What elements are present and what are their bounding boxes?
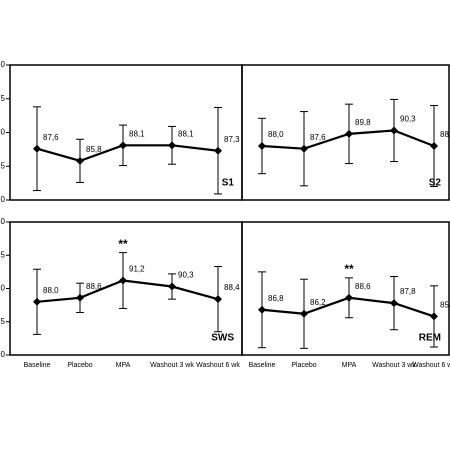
- y-tick-label: 0: [1, 60, 6, 69]
- significance-mark: **: [344, 262, 354, 276]
- value-label: 85,8: [86, 145, 102, 154]
- y-tick-label: 0: [1, 350, 6, 359]
- marker: [119, 141, 127, 150]
- x-tick-label: MPA: [341, 362, 357, 369]
- marker: [430, 142, 438, 150]
- x-tick-label: Baseline: [23, 362, 51, 369]
- marker: [258, 142, 266, 150]
- panel-label: S1: [222, 178, 235, 189]
- value-label: 88,6: [86, 282, 102, 291]
- value-label: 88,1: [178, 129, 194, 138]
- x-tick-label: Baseline: [248, 362, 276, 369]
- x-tick-label: Placebo: [67, 362, 93, 369]
- value-label: 90,3: [178, 271, 194, 280]
- value-label: 87,6: [310, 133, 326, 142]
- marker: [390, 126, 398, 135]
- x-tick-label: Washout 3 wk: [150, 362, 194, 369]
- value-label: 89,8: [355, 118, 371, 127]
- data-line: [36, 279, 219, 303]
- x-tick-label: Placebo: [291, 362, 317, 369]
- marker: [119, 276, 127, 285]
- significance-mark: **: [118, 237, 128, 251]
- y-tick-label: 0: [1, 195, 6, 204]
- value-label: 87,8: [400, 287, 416, 296]
- x-tick-label: Washout 3 wk: [372, 362, 416, 369]
- value-label: 87,6: [43, 133, 59, 142]
- y-tick-label: 5: [1, 317, 6, 326]
- marker: [345, 129, 353, 138]
- marker: [33, 297, 41, 306]
- marker: [168, 141, 176, 150]
- marker: [33, 144, 41, 153]
- value-label: 85,8: [440, 301, 450, 310]
- panel-label: REM: [419, 333, 441, 344]
- y-tick-label: 0: [1, 217, 6, 226]
- y-tick-label: 5: [1, 94, 6, 103]
- value-label: 86,2: [310, 298, 326, 307]
- panel-label: S2: [429, 178, 442, 189]
- y-tick-label: 5: [1, 161, 6, 170]
- y-tick-label: 0: [1, 284, 6, 293]
- marker: [300, 144, 308, 153]
- value-label: 88,0: [268, 130, 284, 139]
- marker: [430, 312, 438, 321]
- marker: [390, 299, 398, 308]
- x-tick-label: Washout 6 wk: [412, 362, 450, 369]
- marker: [345, 293, 353, 302]
- value-label: 86,8: [268, 294, 284, 303]
- value-label: 90,3: [400, 115, 416, 124]
- value-label: 88,1: [129, 129, 145, 138]
- marker: [258, 305, 266, 314]
- x-tick-label: MPA: [115, 362, 131, 369]
- marker: [76, 156, 84, 165]
- value-label: 88,0: [440, 130, 450, 139]
- marker: [168, 282, 176, 291]
- y-tick-label: 5: [1, 250, 6, 259]
- y-tick-label: 0: [1, 128, 6, 137]
- panel-frame: [241, 64, 450, 201]
- value-label: 88,4: [224, 283, 240, 292]
- value-label: 87,3: [224, 135, 240, 144]
- data-line: [36, 144, 219, 163]
- marker: [214, 295, 222, 304]
- value-label: 88,6: [355, 282, 371, 291]
- x-tick-label: Washout 6 wk: [196, 362, 240, 369]
- marker: [214, 146, 222, 155]
- panel-label: SWS: [211, 333, 234, 344]
- value-label: 91,2: [129, 265, 145, 274]
- value-label: 88,0: [43, 286, 59, 295]
- panel-frame: [241, 221, 450, 356]
- marker: [76, 293, 84, 302]
- marker: [300, 309, 308, 318]
